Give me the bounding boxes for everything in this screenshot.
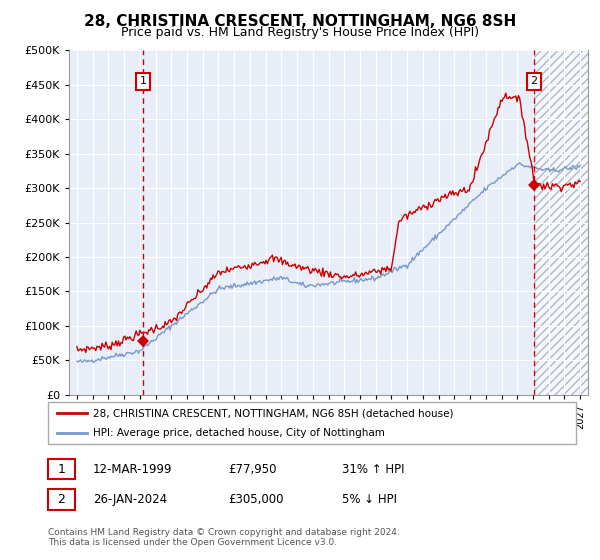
Text: 2: 2	[530, 76, 538, 86]
Text: 1: 1	[139, 76, 146, 86]
Text: £77,950: £77,950	[228, 463, 277, 476]
Text: £305,000: £305,000	[228, 493, 284, 506]
Text: 28, CHRISTINA CRESCENT, NOTTINGHAM, NG6 8SH (detached house): 28, CHRISTINA CRESCENT, NOTTINGHAM, NG6 …	[93, 408, 454, 418]
Text: 31% ↑ HPI: 31% ↑ HPI	[342, 463, 404, 476]
Text: HPI: Average price, detached house, City of Nottingham: HPI: Average price, detached house, City…	[93, 428, 385, 438]
Text: Contains HM Land Registry data © Crown copyright and database right 2024.
This d: Contains HM Land Registry data © Crown c…	[48, 528, 400, 547]
Text: 1: 1	[58, 463, 65, 476]
Text: 28, CHRISTINA CRESCENT, NOTTINGHAM, NG6 8SH: 28, CHRISTINA CRESCENT, NOTTINGHAM, NG6 …	[84, 14, 516, 29]
Text: 26-JAN-2024: 26-JAN-2024	[93, 493, 167, 506]
Bar	[534, 50, 588, 395]
Text: 12-MAR-1999: 12-MAR-1999	[93, 463, 173, 476]
Text: 2: 2	[58, 493, 65, 506]
Text: Price paid vs. HM Land Registry's House Price Index (HPI): Price paid vs. HM Land Registry's House …	[121, 26, 479, 39]
Text: 5% ↓ HPI: 5% ↓ HPI	[342, 493, 397, 506]
Bar	[534, 50, 588, 395]
